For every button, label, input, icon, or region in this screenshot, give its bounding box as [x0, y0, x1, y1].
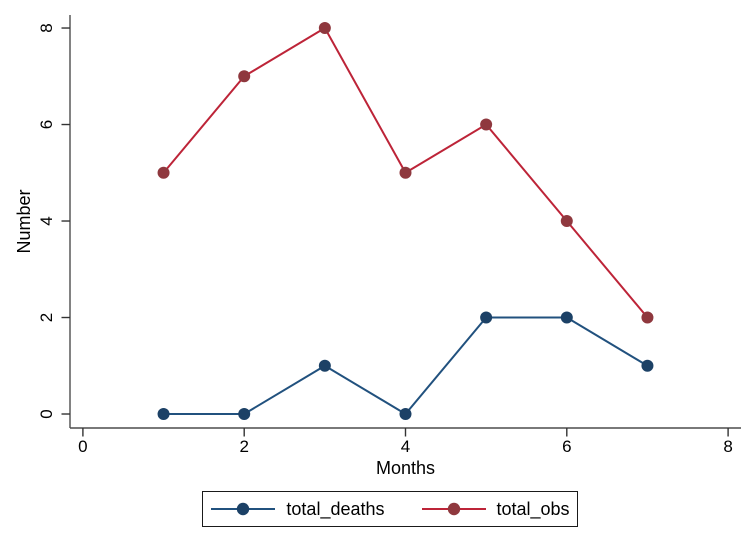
- x-tick-label: 2: [239, 437, 248, 456]
- x-tick-label: 4: [401, 437, 410, 456]
- y-tick-label: 2: [37, 313, 56, 322]
- data-point-total_obs: [560, 215, 573, 228]
- data-point-total_obs: [641, 311, 654, 324]
- legend-label: total_obs: [496, 499, 570, 519]
- data-point-total_deaths: [157, 408, 170, 421]
- y-tick-label: 8: [37, 23, 56, 32]
- data-point-total_deaths: [238, 408, 251, 421]
- series-line-total_deaths: [163, 316, 648, 416]
- data-point-total_obs: [238, 70, 251, 83]
- data-point-total_deaths: [560, 311, 573, 324]
- y-tick-label: 0: [37, 409, 56, 418]
- x-tick-label: 0: [78, 437, 87, 456]
- data-point-total_obs: [399, 166, 412, 179]
- legend-line-marker-swatch: [211, 502, 276, 516]
- data-point-total_deaths: [641, 359, 654, 372]
- data-point-total_obs: [318, 22, 331, 35]
- x-axis-title: Months: [376, 458, 435, 478]
- data-point-total_deaths: [318, 359, 331, 372]
- legend-entry-total-deaths: total_deaths: [210, 499, 385, 519]
- data-point-total_obs: [157, 166, 170, 179]
- data-point-total_deaths: [399, 408, 412, 421]
- y-tick-label: 6: [37, 120, 56, 129]
- data-point-total_obs: [480, 118, 493, 131]
- x-tick-label: 6: [562, 437, 571, 456]
- legend-line-marker-swatch: [421, 502, 486, 516]
- x-tick-label: 8: [723, 437, 732, 456]
- legend-entry-total-obs: total_obs: [421, 500, 570, 518]
- y-axis-title: Number: [14, 189, 34, 253]
- legend: total_deaths total_obs: [202, 491, 578, 527]
- data-point-total_deaths: [480, 311, 493, 324]
- legend-label: total_deaths: [286, 499, 385, 519]
- y-tick-label: 4: [37, 216, 56, 225]
